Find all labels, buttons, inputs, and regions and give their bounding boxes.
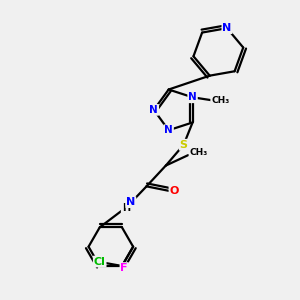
Text: N: N bbox=[126, 197, 135, 207]
Text: Cl: Cl bbox=[94, 256, 106, 266]
Text: H: H bbox=[122, 203, 130, 213]
Text: CH₃: CH₃ bbox=[211, 96, 229, 105]
Text: CH₃: CH₃ bbox=[189, 148, 208, 157]
Text: S: S bbox=[180, 140, 188, 150]
Text: O: O bbox=[169, 186, 179, 196]
Text: N: N bbox=[188, 92, 197, 102]
Text: F: F bbox=[121, 263, 128, 273]
Text: N: N bbox=[222, 23, 232, 33]
Text: N: N bbox=[149, 105, 158, 115]
Text: N: N bbox=[164, 125, 173, 135]
